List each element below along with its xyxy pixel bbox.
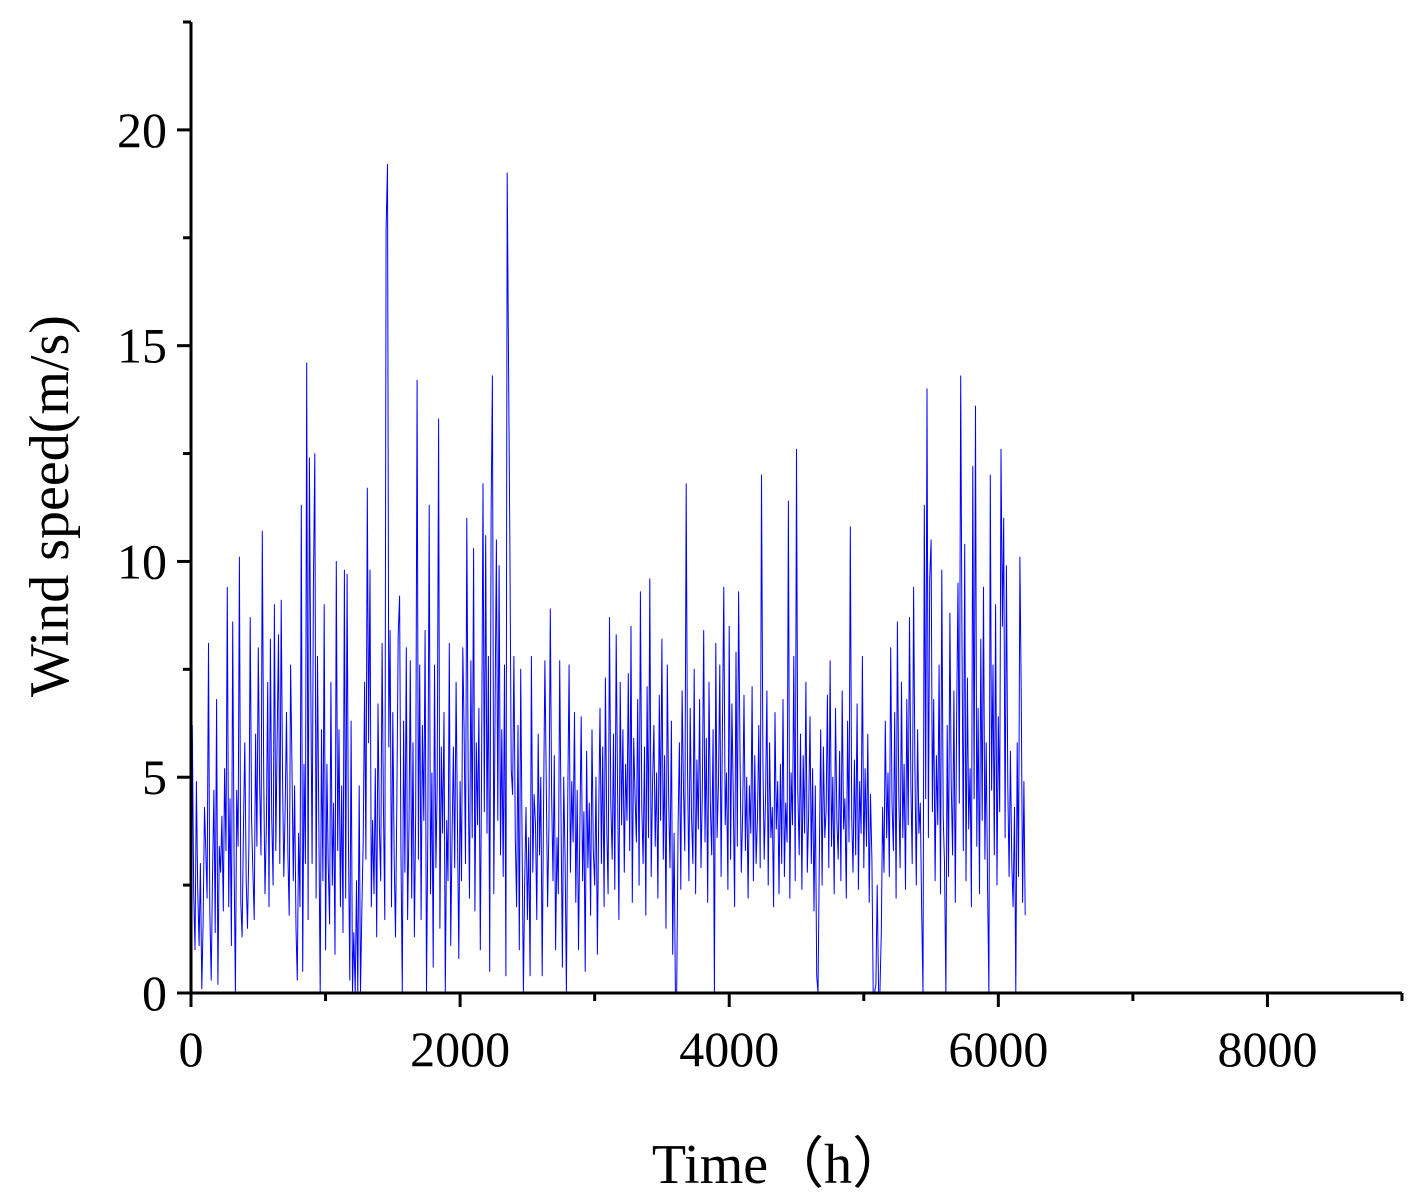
- x-tick-labels: 0 2000 4000 6000 8000: [179, 1021, 1318, 1077]
- y-tick-label: 0: [142, 965, 167, 1021]
- x-tick-label: 6000: [948, 1021, 1048, 1077]
- plot-layer: 0 2000 4000 6000 8000 0 5 10 15 20: [117, 20, 1404, 1077]
- y-tick-label: 20: [117, 102, 167, 158]
- x-tick-label: 4000: [679, 1021, 779, 1077]
- y-tick-label: 10: [117, 533, 167, 589]
- x-tick-label: 2000: [410, 1021, 510, 1077]
- y-tick-label: 5: [142, 749, 167, 805]
- x-axis-title: Time（h）: [652, 1134, 908, 1196]
- x-tick-label: 8000: [1217, 1021, 1317, 1077]
- y-axis-title: Wind speed(m/s): [19, 315, 81, 697]
- y-tick-label: 15: [117, 318, 167, 374]
- wind-speed-series-line: [190, 163, 1026, 994]
- y-tick-labels: 0 5 10 15 20: [117, 102, 167, 1021]
- x-tick-label: 0: [179, 1021, 204, 1077]
